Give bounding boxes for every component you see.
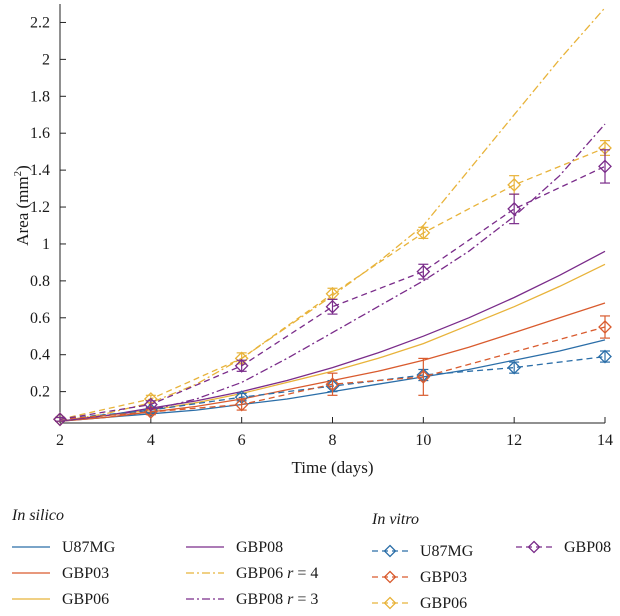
silico-line-gbp06r4	[59, 7, 606, 422]
legend: In silico U87MG GBP03 GBP06 GBP08 GBP06 r = 4…	[11, 507, 611, 612]
legend-silico-label-gbp06r4: GBP06 r = 4	[236, 565, 318, 582]
x-tick-label: 2	[56, 432, 64, 449]
legend-silico-label-gbp08: GBP08	[236, 539, 283, 556]
y-tick-label: 1.4	[30, 162, 50, 179]
legend-vitro-marker-u87mg	[383, 544, 397, 558]
x-tick-label: 14	[597, 432, 613, 449]
vitro-point-gbp08	[507, 201, 522, 216]
vitro-point-gbp08	[53, 412, 67, 427]
plot-area: 2 4 6 8 10 12 14 0.2 0.4 0.6 0.8 1 1.2 1.4 1.6 1.8 2 2.2 T…	[12, 4, 613, 477]
legend-silico-heading: In silico	[11, 507, 64, 524]
vitro-point-gbp06	[416, 225, 431, 240]
vitro-point-gbp06	[507, 177, 522, 192]
vitro-point-gbp08	[325, 299, 340, 314]
x-tick-label: 10	[415, 432, 431, 449]
vitro-point-gbp03	[325, 377, 340, 392]
y-tick-label: 0.2	[30, 384, 50, 401]
vitro-point-gbp08	[416, 264, 431, 279]
y-tick-label: 1	[42, 236, 50, 253]
x-tick-label: 4	[147, 432, 155, 449]
vitro-point-u87mg	[598, 349, 612, 364]
legend-vitro-marker-gbp08	[527, 540, 541, 554]
vitro-point-gbp08	[234, 358, 249, 373]
x-tick-label: 6	[238, 432, 246, 449]
vitro-point-gbp03	[416, 369, 431, 384]
x-tick-label: 12	[506, 432, 522, 449]
vitro-line-gbp03	[59, 326, 606, 420]
vitro-point-gbp03	[143, 405, 158, 419]
legend-silico-label-gbp03: GBP03	[62, 565, 109, 582]
vitro-point-u87mg	[507, 360, 522, 375]
y-tick-label: 1.2	[30, 199, 50, 216]
legend-silico-label-gbp08r3: GBP08 r = 3	[236, 591, 318, 608]
silico-line-gbp03	[59, 302, 606, 422]
y-tick-label: 1.6	[30, 125, 50, 142]
y-tick-label: 2	[42, 51, 50, 68]
legend-vitro-label-u87mg: U87MG	[420, 543, 474, 560]
vitro-point-gbp03	[598, 320, 612, 334]
legend-silico-label-gbp06: GBP06	[62, 591, 109, 608]
vitro-point-gbp03	[234, 397, 249, 412]
y-tick-label: 1.8	[30, 88, 50, 105]
legend-silico-label-u87mg: U87MG	[62, 539, 116, 556]
legend-vitro-label-gbp06: GBP06	[420, 595, 467, 612]
y-tick-label: 0.8	[30, 273, 50, 290]
x-tick-label: 8	[329, 432, 337, 449]
y-tick-label: 2.2	[30, 14, 50, 31]
vitro-point-gbp08	[598, 159, 612, 174]
legend-vitro-label-gbp03: GBP03	[420, 569, 467, 586]
y-tick-label: 0.4	[30, 347, 50, 364]
legend-vitro-label-gbp08: GBP08	[564, 539, 611, 556]
legend-vitro-marker-gbp03	[383, 570, 397, 584]
vitro-point-gbp08	[143, 397, 158, 412]
y-axis-label: Area (mm2)	[12, 165, 32, 246]
legend-vitro-heading: In vitro	[371, 511, 419, 528]
y-tick-label: 0.6	[30, 310, 50, 327]
x-axis-label: Time (days)	[291, 458, 373, 477]
legend-vitro-marker-gbp06	[383, 596, 397, 610]
